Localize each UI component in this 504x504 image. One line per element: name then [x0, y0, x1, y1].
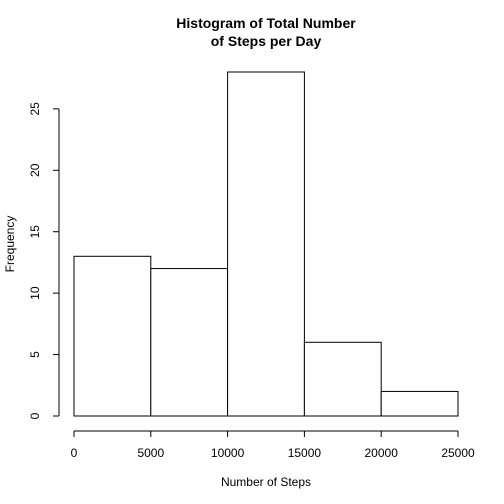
y-axis: 0 5 10 15 20 25: [28, 102, 60, 419]
histogram-bar-1: [150, 268, 229, 417]
histogram-bar-4: [380, 390, 459, 417]
chart-title-line-1: Histogram of Total Number: [176, 15, 356, 31]
x-tick-label-2: 10000: [211, 446, 245, 460]
y-tick-label-0: 0: [28, 412, 42, 419]
x-axis: 0 5000 10000 15000 20000 25000: [71, 430, 475, 460]
histogram-bar-0: [73, 255, 152, 417]
x-tick-label-5: 25000: [441, 446, 475, 460]
histogram-bar-2: [227, 71, 305, 417]
chart-title-line-2: of Steps per Day: [211, 33, 322, 49]
x-tick-label-4: 20000: [365, 446, 399, 460]
y-tick-label-2: 10: [28, 286, 42, 300]
y-tick-label-5: 25: [28, 102, 42, 116]
y-tick-label-4: 20: [28, 163, 42, 177]
x-tick-label-0: 0: [71, 446, 78, 460]
x-tick-label-1: 5000: [137, 446, 164, 460]
y-tick-label-3: 15: [28, 225, 42, 239]
x-axis-label: Number of Steps: [221, 475, 311, 489]
y-tick-label-1: 5: [28, 351, 42, 358]
bars-group: [73, 71, 459, 417]
histogram-bar-3: [303, 341, 382, 417]
x-tick-label-3: 15000: [288, 446, 322, 460]
y-axis-label: Frequency: [3, 216, 17, 273]
